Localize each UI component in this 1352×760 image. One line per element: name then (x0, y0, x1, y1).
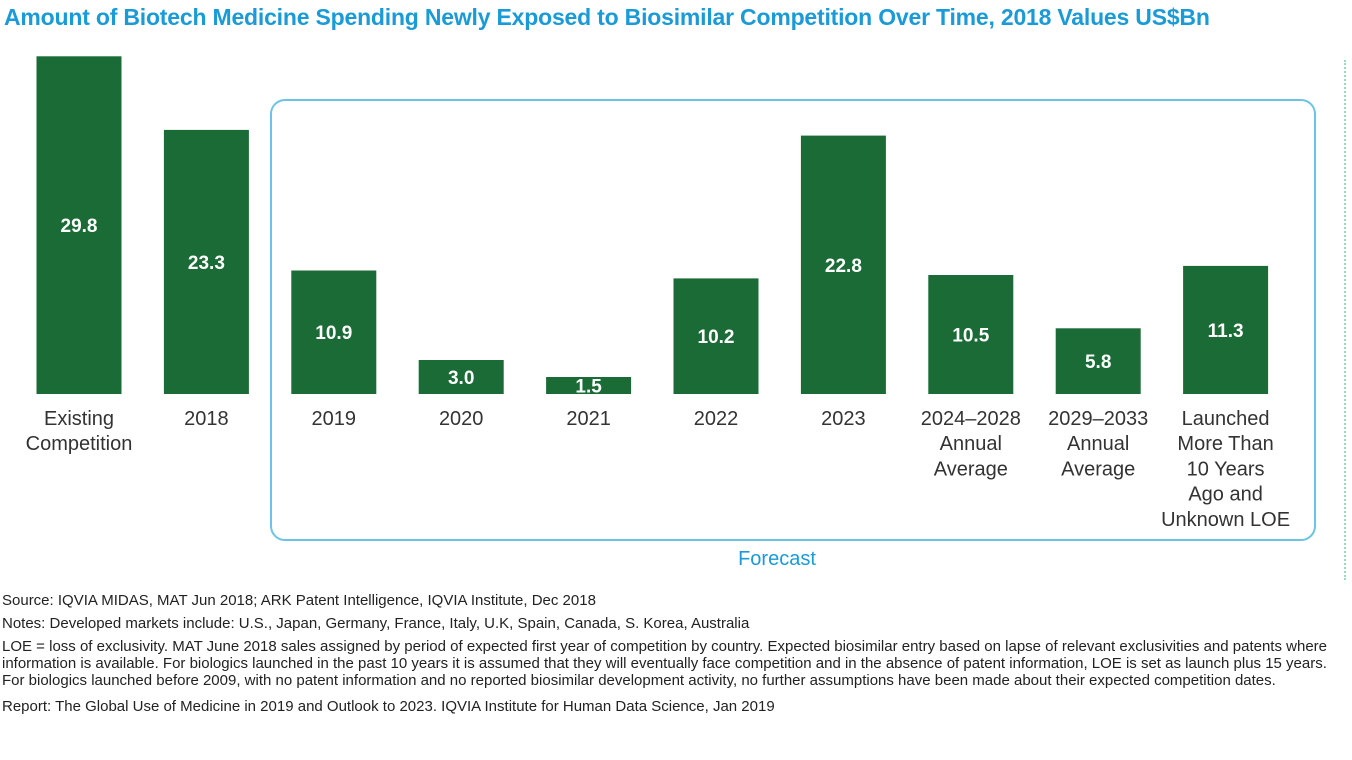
category-label-1: 2018 (184, 408, 229, 430)
bar-8 (1055, 328, 1141, 394)
bar-1 (163, 129, 249, 394)
bar-6 (800, 135, 886, 394)
category-label-line: 2029–2033 (1048, 408, 1148, 430)
bars-group: 29.8 23.3 10.9 3.0 1.5 10.2 22.8 10.5 5.8 11.3 (36, 56, 1269, 398)
category-label-8: 2029–2033 Annual Average (1048, 408, 1148, 480)
category-label-line: 2023 (821, 408, 866, 430)
bar-value-label-7: 10.5 (952, 326, 989, 347)
category-label-6: 2023 (821, 408, 866, 430)
category-label-3: 2020 (439, 408, 484, 430)
bar-value-label-6: 22.8 (825, 256, 862, 277)
bar-value-label-3: 3.0 (448, 368, 474, 389)
category-label-line: More Than (1177, 433, 1273, 455)
forecast-frame (270, 99, 1316, 541)
category-label-line: Unknown LOE (1161, 509, 1290, 531)
bar-value-label-4: 1.5 (575, 377, 602, 398)
category-label-line: 2022 (694, 408, 739, 430)
bar-9 (1183, 265, 1269, 394)
bar-value-label-9: 11.3 (1208, 321, 1244, 342)
category-label-line: 2024–2028 (921, 408, 1021, 430)
category-label-line: Ago and (1188, 484, 1263, 506)
bar-value-label-1: 23.3 (188, 253, 225, 274)
category-label-line: Launched (1182, 408, 1270, 430)
category-labels-group: Existing Competition 2018 2019 2020 2021 2022 2… (26, 408, 1290, 531)
bar-chart: Forecast 29.8 23.3 10.9 3.0 1.5 10.2 22.8 10.5 5… (26, 56, 1316, 570)
category-label-line: 2021 (566, 408, 611, 430)
category-label-9: Launched More Than 10 Years Ago and Unknown … (1161, 408, 1290, 531)
category-label-7: 2024–2028 Annual Average (921, 408, 1021, 480)
bar-0 (36, 56, 122, 395)
bar-value-label-2: 10.9 (315, 323, 352, 344)
bar-2 (291, 270, 377, 394)
source-note: Source: IQVIA MIDAS, MAT Jun 2018; ARK P… (2, 592, 596, 609)
loe-note: LOE = loss of exclusivity. MAT June 2018… (2, 638, 1327, 689)
category-label-line: Annual (940, 433, 1002, 455)
category-label-2: 2019 (312, 408, 357, 430)
category-label-line: Average (1061, 458, 1135, 480)
bar-value-label-0: 29.8 (61, 216, 98, 237)
category-label-line: Average (934, 458, 1008, 480)
bar-5 (673, 278, 759, 394)
bar-value-label-5: 10.2 (698, 327, 735, 348)
bar-7 (928, 275, 1014, 394)
bar-3 (418, 360, 504, 394)
bar-value-label-8: 5.8 (1085, 352, 1111, 373)
category-label-line: 2020 (439, 408, 484, 430)
bar-4 (546, 377, 632, 394)
developed-markets-note: Notes: Developed markets include: U.S., … (2, 615, 750, 632)
notes-section: Source: IQVIA MIDAS, MAT Jun 2018; ARK P… (2, 592, 1342, 724)
forecast-label: Forecast (738, 548, 816, 570)
category-label-line: 2019 (312, 408, 357, 430)
category-label-5: 2022 (694, 408, 739, 430)
category-label-line: Competition (26, 433, 133, 455)
category-label-4: 2021 (566, 408, 611, 430)
chart-title: Amount of Biotech Medicine Spending Newl… (4, 4, 1210, 30)
category-label-line: Annual (1067, 433, 1129, 455)
category-label-0: Existing Competition (26, 408, 133, 455)
decorative-dotted-edge (1344, 60, 1348, 580)
category-label-line: Existing (44, 408, 114, 430)
category-label-line: 2018 (184, 408, 229, 430)
report-note: Report: The Global Use of Medicine in 20… (2, 698, 775, 715)
category-label-line: 10 Years (1187, 458, 1265, 480)
